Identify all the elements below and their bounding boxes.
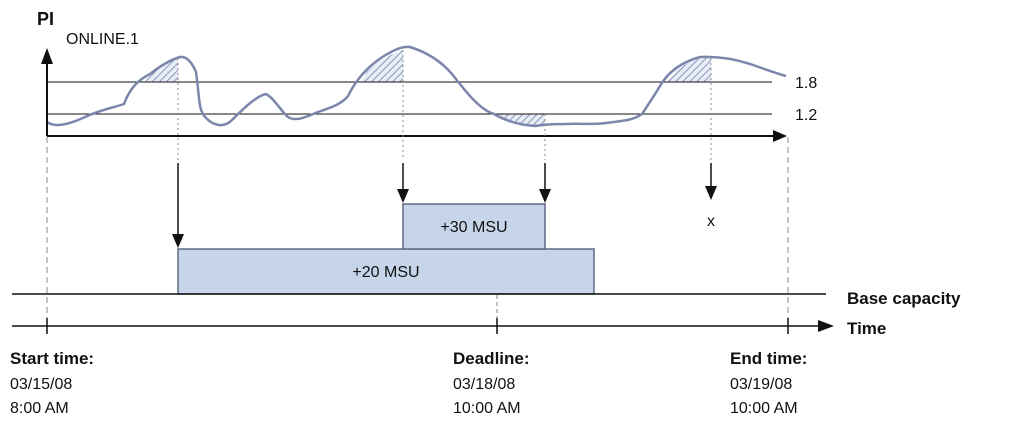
- start-time-title: Start time:: [10, 349, 94, 368]
- pi-curve: [46, 45, 787, 128]
- series-label: ONLINE.1: [66, 31, 139, 48]
- time-axis-arrow-icon: [818, 320, 834, 332]
- chart-x-axis-arrow-icon: [773, 130, 787, 142]
- start-time-clock: 8:00 AM: [10, 400, 69, 417]
- time-axis-label: Time: [847, 319, 886, 338]
- start-time-date: 03/15/08: [10, 376, 72, 393]
- deadline-title: Deadline:: [453, 349, 530, 368]
- threshold-label-low: 1.2: [795, 107, 817, 124]
- box-label-30-msu: +30 MSU: [440, 219, 507, 236]
- hatched-area-dip: [499, 114, 545, 126]
- down-arrow-head-icon: [705, 186, 717, 200]
- down-arrow-head-icon: [539, 189, 551, 203]
- end-time-clock: 10:00 AM: [730, 400, 798, 417]
- down-arrow-head-icon: [397, 189, 409, 203]
- end-time-title: End time:: [730, 349, 807, 368]
- x-marker-label: x: [707, 213, 715, 230]
- threshold-label-high: 1.8: [795, 75, 817, 92]
- base-capacity-label: Base capacity: [847, 289, 961, 308]
- box-label-20-msu: +20 MSU: [352, 264, 419, 281]
- hatched-area-peak-3: [667, 58, 711, 82]
- deadline-date: 03/18/08: [453, 376, 515, 393]
- end-time-date: 03/19/08: [730, 376, 792, 393]
- deadline-clock: 10:00 AM: [453, 400, 521, 417]
- hatched-area-peak-2: [360, 50, 403, 82]
- chart-y-axis-arrow-icon: [41, 48, 53, 64]
- y-axis-label: PI: [37, 9, 54, 29]
- capacity-box-30-msu: [402, 203, 546, 250]
- hatched-area-peak-1: [145, 58, 178, 82]
- down-arrow-head-icon: [172, 234, 184, 248]
